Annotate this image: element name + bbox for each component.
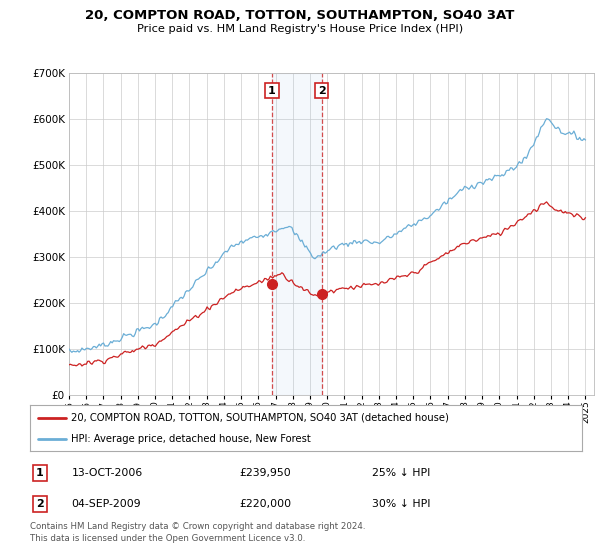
Bar: [272, 73, 322, 395]
Text: £239,950: £239,950: [240, 468, 292, 478]
Text: 30% ↓ HPI: 30% ↓ HPI: [372, 499, 431, 509]
Text: 1: 1: [36, 468, 44, 478]
Text: HPI: Average price, detached house, New Forest: HPI: Average price, detached house, New …: [71, 435, 311, 444]
Text: 20, COMPTON ROAD, TOTTON, SOUTHAMPTON, SO40 3AT (detached house): 20, COMPTON ROAD, TOTTON, SOUTHAMPTON, S…: [71, 413, 449, 423]
Text: 25% ↓ HPI: 25% ↓ HPI: [372, 468, 431, 478]
Text: Contains HM Land Registry data © Crown copyright and database right 2024.
This d: Contains HM Land Registry data © Crown c…: [30, 522, 365, 543]
Text: 04-SEP-2009: 04-SEP-2009: [71, 499, 141, 509]
Text: £220,000: £220,000: [240, 499, 292, 509]
Text: 1: 1: [268, 86, 276, 96]
Text: Price paid vs. HM Land Registry's House Price Index (HPI): Price paid vs. HM Land Registry's House …: [137, 24, 463, 34]
Text: 20, COMPTON ROAD, TOTTON, SOUTHAMPTON, SO40 3AT: 20, COMPTON ROAD, TOTTON, SOUTHAMPTON, S…: [85, 9, 515, 22]
Text: 2: 2: [317, 86, 325, 96]
Text: 13-OCT-2006: 13-OCT-2006: [71, 468, 143, 478]
Text: 2: 2: [36, 499, 44, 509]
